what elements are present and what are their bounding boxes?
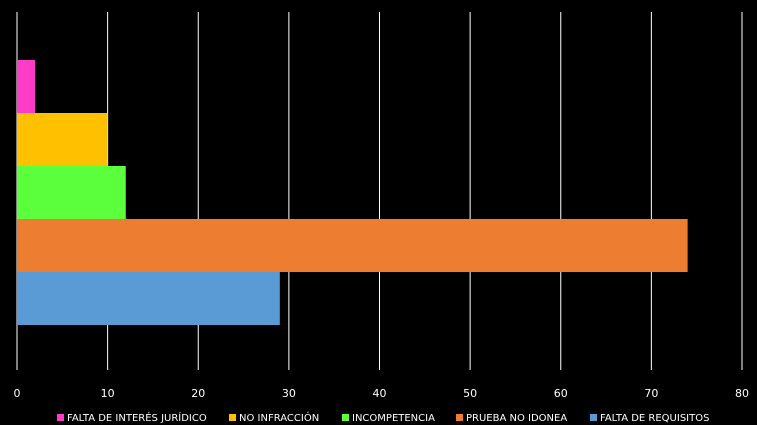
bar [17, 113, 108, 166]
legend-swatch [57, 414, 64, 421]
x-tick-label: 10 [101, 387, 115, 400]
x-tick-label: 70 [644, 387, 658, 400]
legend-label: PRUEBA NO IDONEA [466, 413, 567, 424]
x-axis-tick-labels: 0 10 20 30 40 50 60 70 80 [14, 387, 750, 400]
x-tick-label: 50 [463, 387, 477, 400]
x-tick-label: 0 [14, 387, 21, 400]
legend: FALTA DE INTERÉS JURÍDICO NO INFRACCIÓN IN… [57, 411, 709, 424]
legend-label: FALTA DE INTERÉS JURÍDICO [67, 411, 207, 424]
bars [17, 60, 688, 325]
bar [17, 60, 36, 113]
legend-label: NO INFRACCIÓN [239, 411, 319, 424]
legend-label: INCOMPETENCIA [352, 413, 435, 424]
legend-swatch [229, 414, 236, 421]
x-tick-label: 30 [282, 387, 296, 400]
bar [17, 272, 280, 325]
x-tick-label: 40 [373, 387, 387, 400]
legend-swatch [590, 414, 597, 421]
legend-swatch [342, 414, 349, 421]
bar [17, 166, 126, 219]
x-tick-label: 80 [735, 387, 749, 400]
x-tick-label: 60 [554, 387, 568, 400]
legend-label: FALTA DE REQUISITOS [600, 413, 709, 424]
bar [17, 219, 688, 272]
x-tick-label: 20 [191, 387, 205, 400]
legend-swatch [456, 414, 463, 421]
